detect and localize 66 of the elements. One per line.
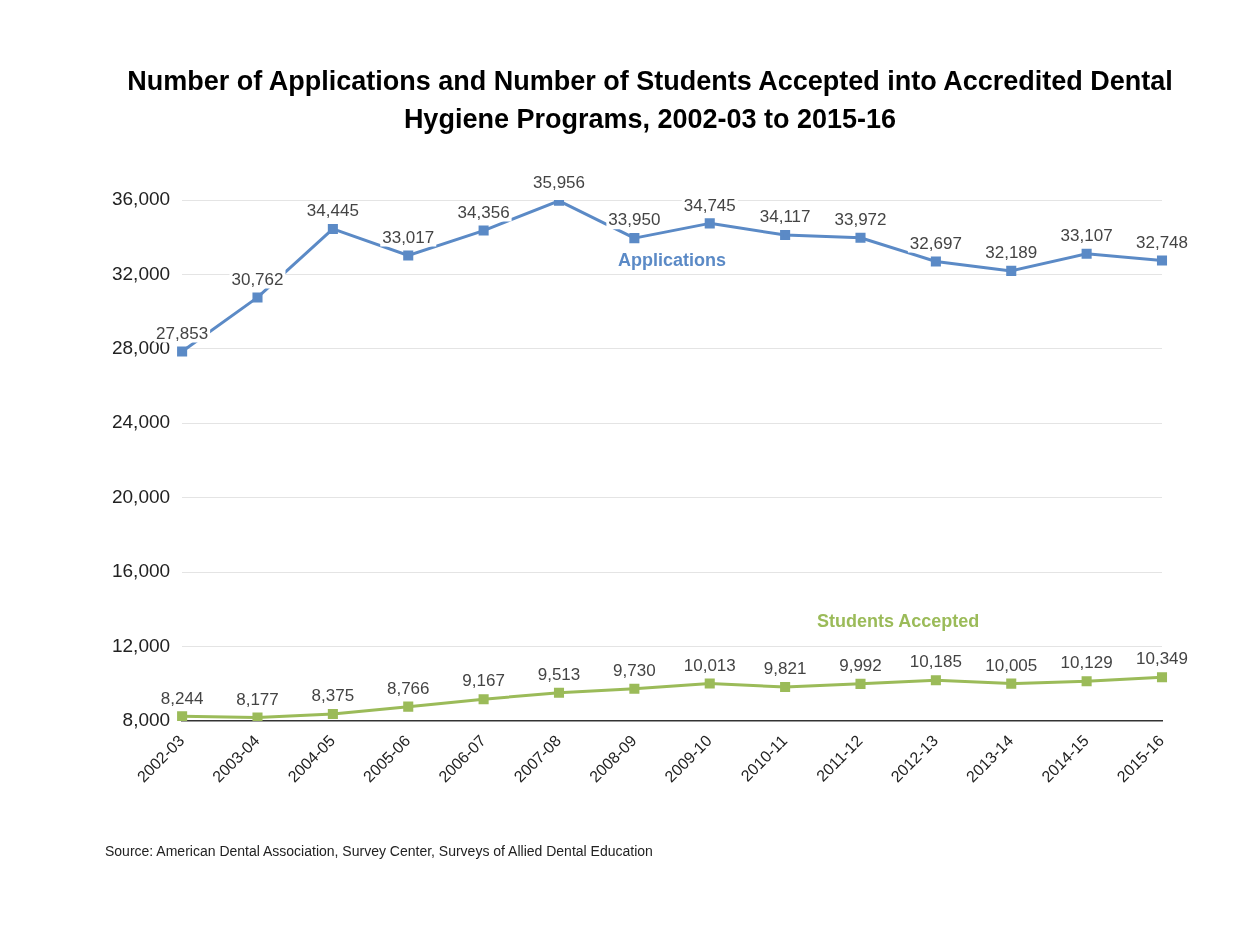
data-label: 8,375 bbox=[311, 686, 355, 706]
point bbox=[629, 233, 640, 244]
y-tick-label: 24,000 bbox=[111, 411, 171, 433]
data-label: 9,821 bbox=[763, 659, 807, 679]
point bbox=[478, 694, 489, 705]
point bbox=[855, 678, 866, 689]
y-tick-label: 32,000 bbox=[111, 262, 171, 284]
data-label: 10,349 bbox=[1136, 649, 1188, 669]
y-tick-label: 20,000 bbox=[111, 485, 171, 507]
data-label: 27,853 bbox=[156, 323, 209, 343]
point bbox=[930, 675, 941, 686]
data-label: 9,167 bbox=[462, 671, 505, 691]
point bbox=[1156, 672, 1168, 683]
point bbox=[1156, 255, 1168, 266]
data-label: 8,766 bbox=[386, 678, 430, 698]
y-tick-label: 36,000 bbox=[111, 188, 171, 210]
point bbox=[704, 678, 715, 689]
data-label: 9,513 bbox=[537, 664, 581, 684]
text: Students Accepted bbox=[817, 610, 980, 631]
data-label: 34,445 bbox=[306, 201, 359, 221]
point bbox=[327, 708, 338, 719]
point bbox=[1006, 678, 1017, 689]
point bbox=[252, 292, 263, 303]
source-note: Source: American Dental Association, Survey Center, Surveys of Allied Dental Education bbox=[105, 843, 653, 859]
data-label: 8,244 bbox=[160, 688, 204, 708]
point bbox=[930, 256, 941, 267]
point bbox=[1081, 248, 1092, 259]
data-label: 9,730 bbox=[613, 660, 656, 680]
data-label: 33,107 bbox=[1060, 226, 1113, 246]
point bbox=[553, 687, 565, 698]
data-label: 10,013 bbox=[683, 655, 736, 675]
data-label: 34,117 bbox=[759, 207, 811, 227]
point bbox=[1006, 265, 1017, 276]
chart-title: Number of Applications and Number of Students Accepted into Accredited Dental Hygiene Programs, 2002-03 to 2015-16 bbox=[126, 65, 1174, 136]
point bbox=[403, 250, 414, 261]
point bbox=[1081, 676, 1092, 687]
data-label: 33,972 bbox=[834, 209, 887, 229]
point bbox=[780, 681, 791, 693]
data-label: 33,017 bbox=[382, 227, 435, 247]
point bbox=[177, 711, 188, 721]
point bbox=[403, 701, 414, 712]
data-label: 9,992 bbox=[839, 656, 882, 676]
point bbox=[855, 232, 866, 243]
data-label: 10,129 bbox=[1060, 653, 1113, 673]
data-label: 30,762 bbox=[231, 269, 284, 289]
data-label: 10,185 bbox=[909, 652, 962, 672]
y-tick-label: 16,000 bbox=[111, 560, 171, 582]
point bbox=[704, 218, 715, 229]
point bbox=[478, 225, 489, 236]
point bbox=[780, 230, 791, 241]
data-label: 32,697 bbox=[909, 233, 962, 253]
data-label: 8,177 bbox=[236, 689, 279, 709]
point bbox=[252, 712, 263, 721]
point bbox=[629, 683, 640, 694]
data-label: 35,956 bbox=[532, 173, 585, 193]
point bbox=[177, 346, 188, 357]
y-tick-label: 12,000 bbox=[111, 634, 171, 656]
series-label: Applications bbox=[618, 250, 727, 271]
data-label: 34,745 bbox=[683, 195, 736, 215]
data-label: 34,356 bbox=[457, 202, 510, 222]
data-label: 32,189 bbox=[985, 243, 1038, 263]
data-label: 33,950 bbox=[608, 210, 661, 230]
y-tick-label: 8,000 bbox=[122, 709, 171, 731]
data-label: 32,748 bbox=[1136, 232, 1188, 252]
point bbox=[327, 223, 338, 234]
data-label: 10,005 bbox=[985, 655, 1038, 675]
